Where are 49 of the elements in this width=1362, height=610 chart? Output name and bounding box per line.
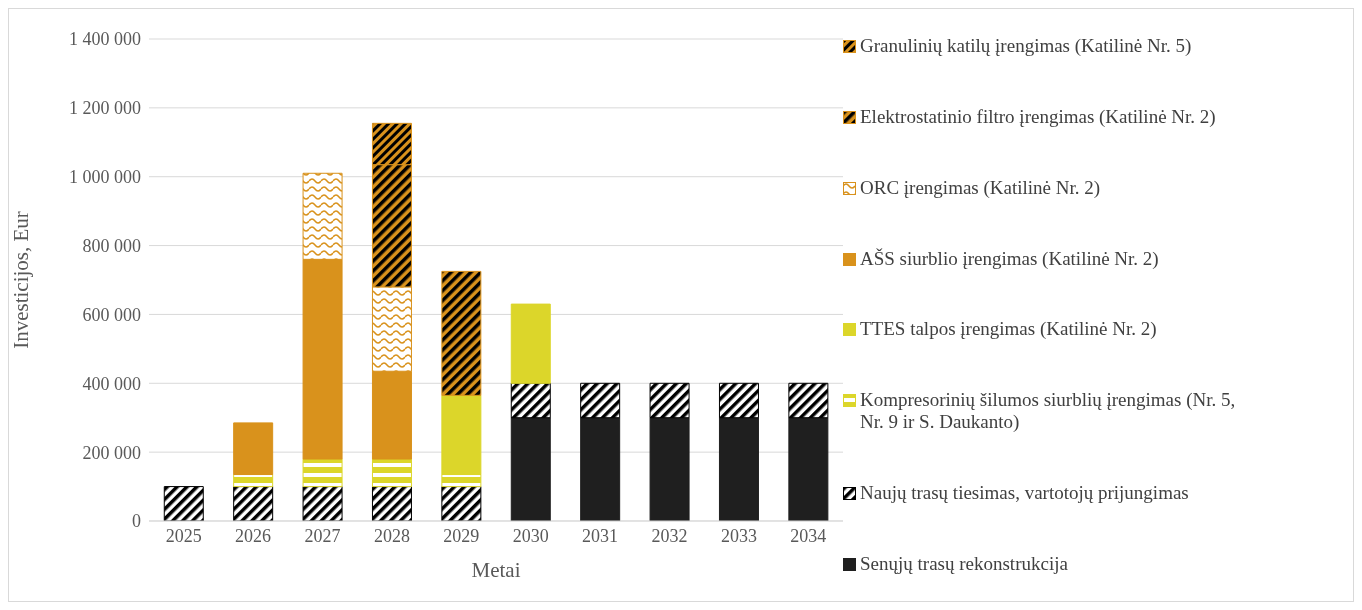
- bar: [371, 486, 412, 521]
- bar: [510, 303, 551, 384]
- x-tick-label: 2026: [235, 525, 272, 546]
- x-tick-label: 2033: [720, 525, 757, 546]
- y-tick-label: 400 000: [82, 373, 141, 394]
- x-tick-label: 2025: [165, 525, 202, 546]
- bar: [233, 422, 274, 476]
- y-tick-label: 1 400 000: [69, 29, 141, 50]
- x-tick-label: 2029: [443, 525, 480, 546]
- y-tick-label: 600 000: [82, 304, 141, 325]
- x-axis-title: Metai: [471, 558, 521, 582]
- x-tick-label: 2028: [373, 525, 410, 546]
- bar: [580, 417, 621, 521]
- legend-label: Kompresorinių šilumos siurblių įrengimas (Nr. 5, Nr. 9 ir S. Daukanto): [860, 389, 1237, 434]
- y-tick-label: 800 000: [82, 235, 141, 256]
- bar: [302, 458, 343, 488]
- bar: [788, 417, 829, 521]
- y-tick-label: 200 000: [82, 442, 141, 463]
- legend-label: ORC įrengimas (Katilinė Nr. 2): [860, 176, 1101, 199]
- y-tick-label: 1 000 000: [69, 167, 141, 188]
- y-tick-label: 1 200 000: [69, 98, 141, 119]
- legend-label: Elektrostatinio filtro įrengimas (Katilinė Nr. 2): [860, 105, 1216, 128]
- bar: [441, 270, 482, 396]
- y-axis-title: Investicijos, Eur: [9, 211, 34, 349]
- bar: [163, 486, 204, 521]
- bar: [580, 382, 621, 419]
- legend-label: TTES talpos įrengimas (Katilinė Nr. 2): [860, 318, 1157, 341]
- x-tick-label: 2034: [790, 525, 827, 546]
- x-tick-label: 2031: [582, 525, 619, 546]
- bar: [371, 458, 412, 488]
- legend-label: Granulinių katilų įrengimas (Katilinė Nr. 5): [860, 35, 1192, 57]
- bar: [510, 382, 551, 419]
- x-tick-label: 2027: [304, 525, 341, 546]
- bar: [233, 474, 274, 488]
- legend-label: Naujų trasų tiesimas, vartotojų prijungimas: [860, 482, 1189, 505]
- x-tick-label: 2030: [512, 525, 549, 546]
- bar: [718, 382, 759, 419]
- bar: [788, 382, 829, 419]
- bar: [441, 486, 482, 521]
- legend-label: AŠS siurblio įrengimas (Katilinė Nr. 2): [860, 247, 1159, 270]
- bar: [718, 417, 759, 521]
- bar: [649, 382, 690, 419]
- y-tick-label: 0: [132, 511, 141, 532]
- bar: [649, 417, 690, 521]
- legend-label: Senųjų trasų rekonstrukcija: [860, 552, 1068, 575]
- x-tick-label: 2032: [651, 525, 688, 546]
- bar: [510, 417, 551, 521]
- bar: [302, 486, 343, 521]
- bar: [233, 486, 274, 521]
